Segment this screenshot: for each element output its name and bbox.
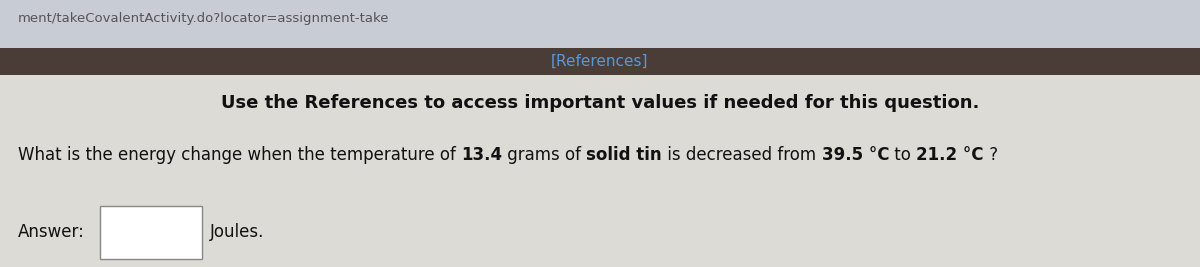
Text: Answer:: Answer: (18, 223, 85, 241)
Text: ment/takeCovalentActivity.do?locator=assignment-take: ment/takeCovalentActivity.do?locator=ass… (18, 12, 390, 25)
Text: 21.2 °C: 21.2 °C (916, 146, 984, 164)
Text: Joules.: Joules. (210, 223, 264, 241)
Bar (0, 75, 1200, 267)
Bar (0, 0, 1200, 75)
Text: Use the References to access important values if needed for this question.: Use the References to access important v… (221, 94, 979, 112)
Text: solid tin: solid tin (587, 146, 662, 164)
Text: What is the energy change when the temperature of: What is the energy change when the tempe… (18, 146, 461, 164)
Bar (0, 48, 1200, 75)
Text: 13.4: 13.4 (461, 146, 503, 164)
Text: [References]: [References] (551, 54, 649, 69)
Text: ?: ? (984, 146, 997, 164)
Bar (100, 206, 202, 259)
Text: is decreased from: is decreased from (662, 146, 822, 164)
Text: to: to (889, 146, 916, 164)
Text: grams of: grams of (503, 146, 587, 164)
Text: 39.5 °C: 39.5 °C (822, 146, 889, 164)
